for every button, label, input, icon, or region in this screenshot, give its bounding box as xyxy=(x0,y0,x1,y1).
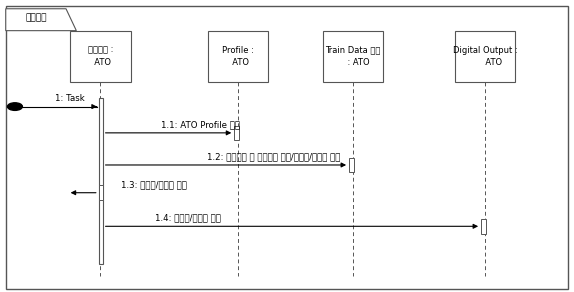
Bar xyxy=(234,126,239,140)
Text: 1.2: 가상결합 시 전두편성 속도/가속도/감속도 확인: 1.2: 가상결합 시 전두편성 속도/가속도/감속도 확인 xyxy=(207,152,340,161)
Bar xyxy=(481,219,486,234)
Bar xyxy=(99,98,103,264)
Bar xyxy=(99,185,103,200)
Circle shape xyxy=(7,103,22,110)
Text: Train Data 관리
    : ATO: Train Data 관리 : ATO xyxy=(325,46,381,67)
Text: 1.3: 가속도/감속도 결정: 1.3: 가속도/감속도 결정 xyxy=(121,180,187,189)
Text: 1.1: ATO Profile 확인: 1.1: ATO Profile 확인 xyxy=(161,120,240,129)
Bar xyxy=(349,158,354,172)
Bar xyxy=(323,31,383,82)
Bar xyxy=(208,31,268,82)
Bar xyxy=(70,31,130,82)
Text: 1.4: 가속도/감속도 제어: 1.4: 가속도/감속도 제어 xyxy=(155,213,221,223)
Text: 자동운전: 자동운전 xyxy=(25,14,46,23)
Text: Digital Output :
       ATO: Digital Output : ATO xyxy=(453,46,517,67)
Polygon shape xyxy=(6,9,76,31)
Text: 1: Task: 1: Task xyxy=(55,94,84,103)
Text: 자동운전 :
  ATO: 자동운전 : ATO xyxy=(88,46,113,67)
Text: Profile :
  ATO: Profile : ATO xyxy=(222,46,254,67)
Bar xyxy=(455,31,515,82)
